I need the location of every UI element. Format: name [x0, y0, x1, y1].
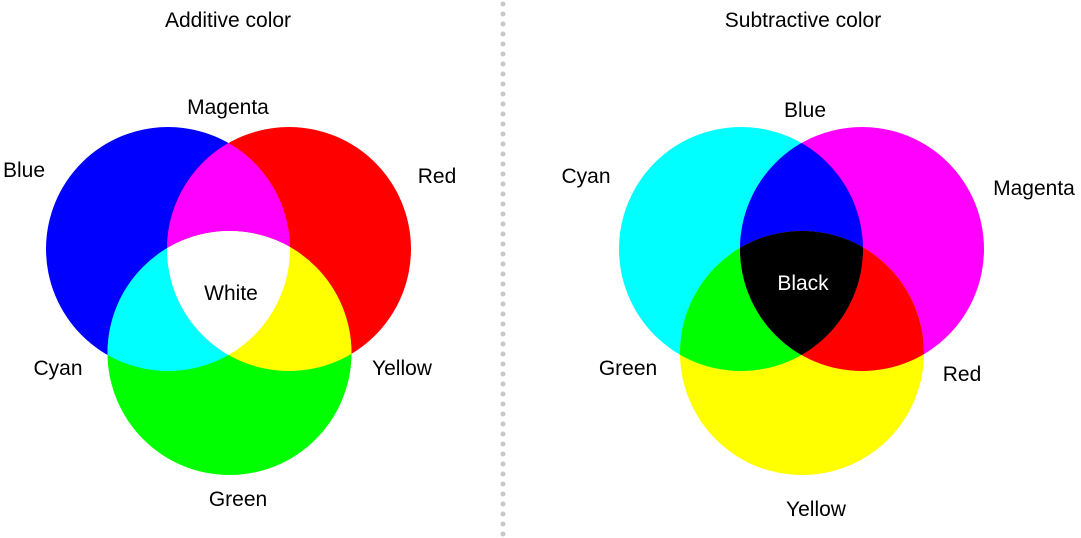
- label-magenta: Magenta: [993, 177, 1075, 200]
- label-cyan: Cyan: [33, 357, 82, 380]
- subtractive-diagram: Subtractive color Blue Cyan Magenta Blac…: [561, 9, 1075, 521]
- additive-title: Additive color: [165, 9, 291, 32]
- label-black: Black: [777, 272, 829, 295]
- label-yellow: Yellow: [786, 498, 847, 521]
- additive-diagram: Additive color Magenta Blue Red White Cy…: [3, 9, 456, 511]
- label-blue: Blue: [784, 99, 826, 122]
- label-blue: Blue: [3, 159, 45, 182]
- label-yellow: Yellow: [372, 357, 433, 380]
- label-cyan: Cyan: [561, 165, 610, 188]
- label-red: Red: [943, 363, 982, 386]
- label-red: Red: [418, 165, 457, 188]
- label-magenta: Magenta: [187, 96, 269, 119]
- subtractive-title: Subtractive color: [725, 9, 881, 32]
- label-green: Green: [599, 357, 657, 380]
- label-green: Green: [209, 488, 267, 511]
- label-white: White: [204, 282, 258, 305]
